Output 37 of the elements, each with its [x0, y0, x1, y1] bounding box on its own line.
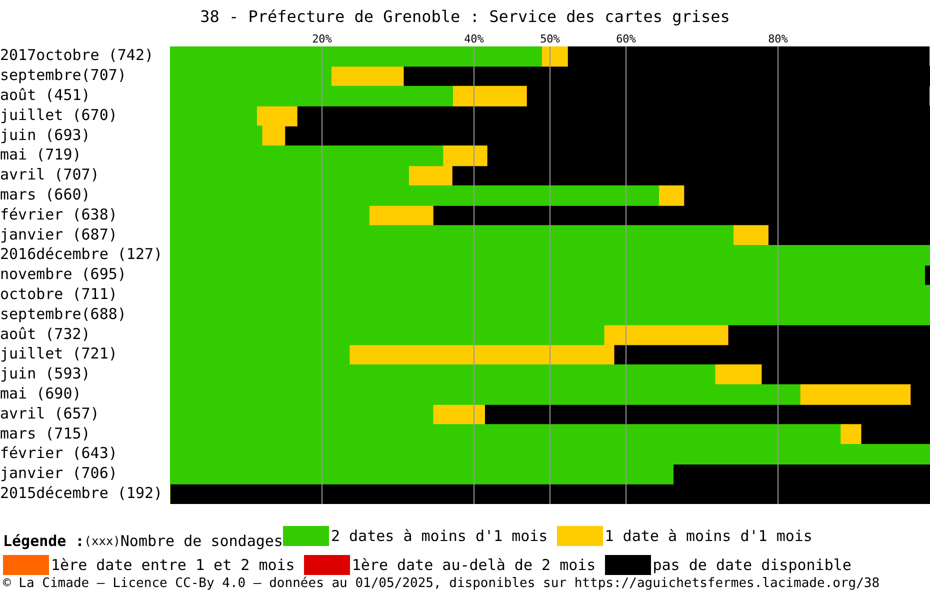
x-tick-label: 60%	[616, 32, 636, 46]
y-tick-label: avril (657)	[0, 404, 100, 422]
legend-label: 1ère date au-delà de 2 mois	[352, 555, 596, 576]
text: © La Cimade – Licence CC-By 4.0 – données au 01/05/2025, disponibles sur https://aguichetsfermes.lacimade.org/38	[3, 576, 880, 591]
y-tick-label: avril (707)	[0, 166, 100, 184]
y-tick-label: août (451)	[0, 86, 90, 104]
legend-label: 2 dates à moins d'1 mois	[330, 526, 548, 547]
y-tick-label: mars (660)	[0, 186, 90, 204]
x-tick-label: 80%	[768, 32, 788, 46]
chart-title: 38 - Préfecture de Grenoble : Service des cartes grises	[200, 6, 730, 26]
y-tick-label: juillet (721)	[0, 344, 118, 363]
y-tick-label: juin (593)	[0, 364, 90, 383]
x-tick-label: 40%	[464, 32, 484, 46]
y-tick-label: mai (719)	[0, 146, 82, 164]
y-tick-label: février (638)	[0, 205, 118, 224]
x-tick-label: 50%	[540, 32, 560, 46]
y-tick-label: mai (690)	[0, 384, 82, 402]
y-tick-label: octobre (711)	[0, 284, 118, 303]
y-tick-label: janvier (706)	[0, 464, 118, 482]
legend-label: pas de date disponible	[652, 555, 852, 576]
y-tick-label: 2017octobre (742)	[0, 46, 154, 64]
y-tick-label: septembre(707)	[0, 66, 126, 84]
legend-title: Légende :	[3, 531, 84, 552]
y-tick-label: mars (715)	[0, 424, 90, 442]
y-tick-label: juin (693)	[0, 126, 90, 144]
y-tick-label: novembre (695)	[0, 265, 126, 284]
x-tick-label: 20%	[312, 32, 332, 46]
y-tick-label: février (643)	[0, 444, 118, 462]
legend-label: 1ère date entre 1 et 2 mois	[51, 555, 295, 576]
y-tick-label: janvier (687)	[0, 225, 118, 244]
y-tick-label: 2015décembre (192)	[0, 484, 163, 502]
legend-label: 1 date à moins d'1 mois	[604, 526, 812, 547]
y-tick-label: septembre(688)	[0, 304, 126, 323]
y-tick-label: 2016décembre (127)	[0, 245, 163, 264]
y-tick-label: août (732)	[0, 324, 90, 343]
y-tick-label: juillet (670)	[0, 106, 118, 124]
text: (xxx)Nombre de sondages	[84, 531, 283, 552]
